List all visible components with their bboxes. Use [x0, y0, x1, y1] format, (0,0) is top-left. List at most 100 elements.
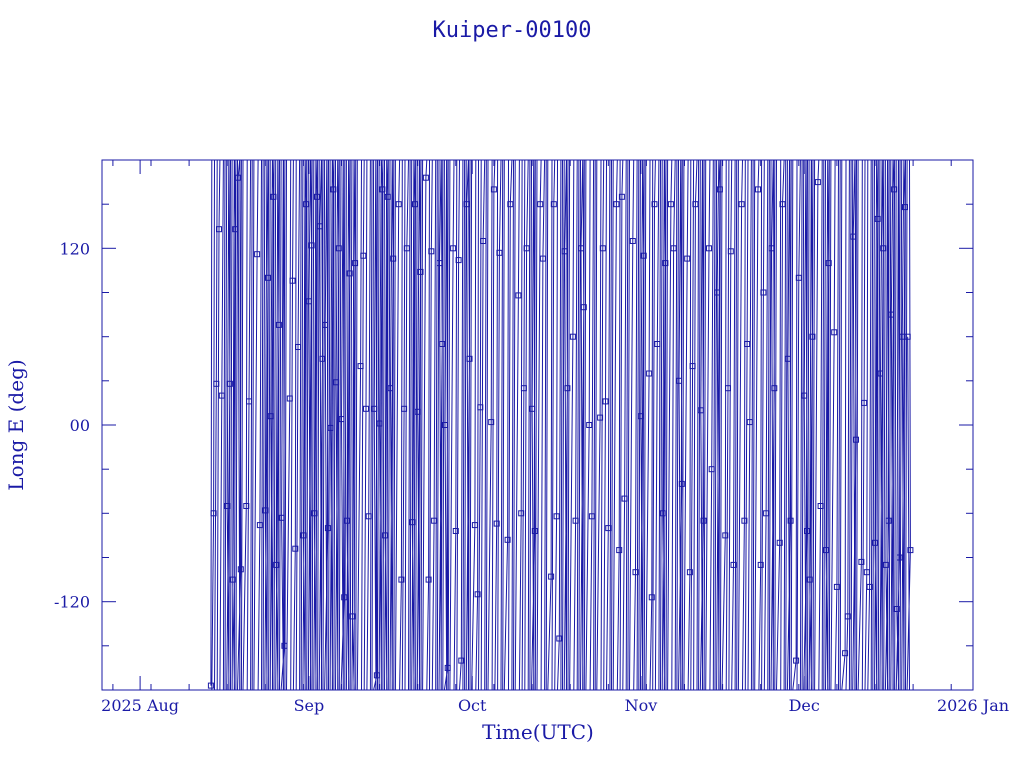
data-point-marker: [806, 576, 813, 583]
data-point-marker: [379, 186, 386, 193]
data-point-marker: [539, 255, 546, 262]
data-point-marker: [520, 385, 527, 392]
y-tick-label: 120: [59, 239, 90, 258]
y-tick-label: 00: [70, 416, 90, 435]
data-point-marker: [833, 583, 840, 590]
data-point-marker: [226, 380, 233, 387]
data-point-marker: [267, 413, 274, 420]
data-point-marker: [265, 274, 271, 281]
data-point-marker: [564, 385, 571, 392]
data-point-marker: [387, 385, 394, 392]
data-point-marker: [295, 344, 301, 350]
data-point-marker: [755, 186, 761, 193]
data-point-marker: [237, 566, 244, 573]
data-point-marker: [768, 245, 775, 252]
data-point-marker: [793, 657, 800, 664]
data-point-marker: [262, 507, 269, 514]
data-point-marker: [605, 525, 612, 532]
data-point-marker: [243, 503, 250, 509]
y-tick-label: -120: [54, 593, 90, 612]
data-point-marker: [363, 405, 369, 412]
data-point-marker: [281, 642, 288, 649]
data-point-marker: [431, 517, 438, 524]
data-point-marker: [371, 405, 378, 412]
data-point-marker: [891, 186, 898, 193]
data-point-marker: [300, 532, 307, 539]
data-point-marker: [308, 242, 315, 249]
data-point-marker: [286, 395, 293, 402]
data-point-marker: [893, 606, 900, 612]
data-point-marker: [507, 201, 514, 208]
data-point-marker: [831, 329, 838, 336]
data-point-marker: [305, 298, 312, 305]
data-point-marker: [390, 255, 397, 262]
data-point-marker: [463, 201, 470, 208]
data-point-marker: [256, 522, 263, 529]
data-point-marker: [412, 201, 418, 208]
data-point-marker: [409, 519, 416, 526]
data-point-marker: [817, 503, 824, 509]
data-point-marker: [670, 245, 677, 252]
data-point-marker: [270, 193, 277, 200]
x-axis-label: Time(UTC): [482, 720, 594, 744]
data-point-marker: [629, 238, 636, 244]
data-point-marker: [814, 179, 821, 186]
data-point-marker: [365, 513, 372, 520]
data-point-marker: [866, 583, 873, 590]
data-point-marker: [692, 201, 699, 208]
data-point-marker: [648, 594, 655, 601]
data-point-marker: [550, 201, 557, 208]
data-point-marker: [632, 569, 639, 576]
data-point-marker: [618, 193, 625, 200]
data-point-marker: [621, 495, 628, 502]
data-point-marker: [235, 174, 242, 181]
data-point-marker: [229, 576, 236, 583]
data-point-marker: [853, 436, 859, 443]
data-point-marker: [586, 422, 593, 428]
data-point-marker: [763, 510, 770, 517]
data-point-marker: [689, 363, 696, 370]
data-point-marker: [327, 424, 334, 431]
data-point-marker: [450, 245, 457, 252]
data-point-marker: [637, 413, 644, 420]
data-point-marker: [877, 370, 884, 377]
data-point-marker: [667, 201, 674, 208]
data-point-marker: [599, 245, 606, 252]
data-point-marker: [722, 532, 729, 539]
data-point-marker: [324, 525, 331, 532]
data-point-marker: [504, 536, 511, 543]
data-point-marker: [708, 466, 715, 473]
data-point-marker: [885, 517, 892, 524]
data-point-marker: [376, 420, 383, 427]
data-point-marker: [537, 201, 544, 208]
data-point-marker: [553, 513, 560, 520]
data-point-marker: [455, 257, 462, 264]
data-point-marker: [275, 321, 282, 328]
chart-title: Kuiper-00100: [433, 18, 592, 43]
data-point-marker: [646, 370, 653, 377]
data-point-marker: [357, 363, 364, 370]
data-point-marker: [360, 252, 367, 259]
data-point-marker: [384, 193, 391, 200]
data-point-marker: [314, 193, 320, 200]
data-point-marker: [444, 664, 451, 671]
data-point-marker: [907, 547, 914, 554]
x-tick-label: 2025 Aug: [101, 696, 179, 715]
data-point-marker: [823, 547, 829, 554]
data-point-marker: [531, 528, 538, 534]
data-point-marker: [861, 399, 868, 406]
data-point-marker: [466, 355, 473, 362]
data-point-marker: [714, 289, 721, 296]
series-markers: [207, 174, 914, 689]
data-point-marker: [801, 392, 808, 399]
data-point-marker: [303, 201, 310, 208]
data-point-marker: [292, 545, 299, 552]
data-point-marker: [330, 186, 337, 193]
data-point-marker: [776, 539, 783, 546]
data-point-marker: [344, 517, 350, 524]
data-point-marker: [602, 398, 609, 405]
data-point-marker: [741, 517, 748, 524]
data-point-marker: [458, 657, 465, 664]
data-point-marker: [210, 510, 217, 517]
